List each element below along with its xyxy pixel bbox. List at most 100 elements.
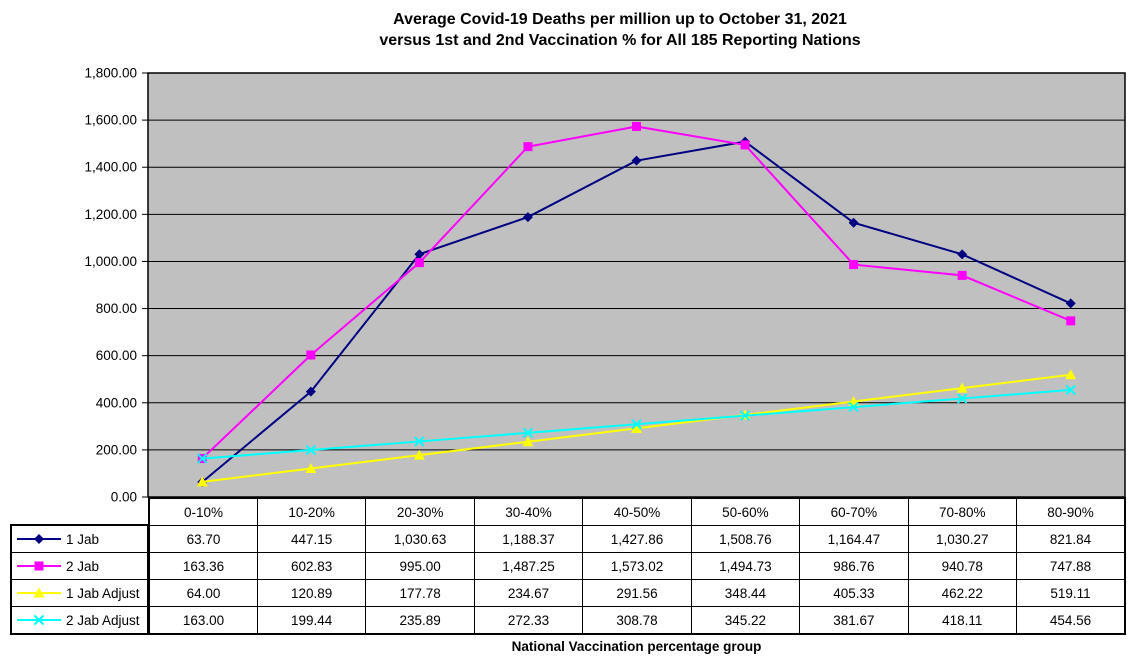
value-cell: 291.56	[582, 579, 692, 607]
x-marker-icon	[956, 393, 968, 404]
value-cell: 177.78	[365, 579, 475, 607]
value-cell: 163.36	[148, 552, 258, 580]
x-marker-icon	[33, 614, 45, 626]
value-cell: 1,164.47	[799, 525, 909, 553]
triangle-marker-icon	[631, 422, 642, 433]
diamond-marker-icon	[414, 249, 425, 260]
plot-area	[148, 73, 1125, 497]
value-cell: 405.33	[799, 579, 909, 607]
value-cell: 462.22	[907, 579, 1018, 607]
triangle-marker-icon	[305, 463, 317, 474]
y-axis-tick-label: 600.00	[96, 348, 137, 363]
category-header-cell: 20-30%	[365, 497, 475, 526]
table-row-1-jab: 63.70 447.15 1,030.63 1,188.37 1,427.86 1,508…	[148, 525, 1126, 553]
legend-row-2-jab-adjust: 2 Jab Adjust	[10, 606, 149, 635]
value-cell: 272.33	[473, 606, 584, 635]
value-cell: 348.44	[690, 579, 801, 607]
category-header-cell: 80-90%	[1016, 497, 1126, 526]
x-marker-icon	[1065, 384, 1076, 396]
series-label: 2 Jab	[66, 558, 100, 574]
value-cell: 418.11	[907, 606, 1018, 635]
square-marker-icon	[523, 142, 533, 152]
y-axis-tick-label: 1,400.00	[84, 160, 137, 175]
value-cell: 120.89	[256, 579, 367, 607]
table-row-2-jab: 163.36 602.83 995.00 1,487.25 1,573.02 1,494.…	[148, 552, 1126, 580]
table-header-row: 0-10% 10-20% 20-30% 30-40% 40-50% 50-60% 60-70…	[148, 497, 1126, 526]
x-marker-icon	[522, 427, 534, 439]
legend-table: 1 Jab 2 Jab 1 Jab Adjust 2 Jab Adjust	[10, 524, 149, 635]
legend-cell: 1 Jab Adjust	[10, 579, 149, 607]
series-label: 1 Jab Adjust	[66, 585, 140, 601]
value-cell: 602.83	[256, 552, 367, 580]
data-table: 0-10% 10-20% 20-30% 30-40% 40-50% 50-60% 60-70…	[148, 497, 1126, 635]
legend-cell: 2 Jab Adjust	[10, 606, 149, 635]
legend-key-1-jab-adjust-icon	[17, 587, 61, 598]
chart-title: Average Covid-19 Deaths per million up t…	[50, 9, 1140, 51]
value-cell: 447.15	[256, 525, 367, 553]
legend-row-1-jab-adjust: 1 Jab Adjust	[10, 579, 149, 607]
y-axis-tick-label: 1,200.00	[84, 207, 137, 222]
value-cell: 1,030.27	[907, 525, 1018, 553]
square-marker-icon	[849, 260, 859, 270]
x-marker-icon	[414, 436, 425, 447]
plot-region: 0.00 200.00 400.00 600.00 800.00 1,000.00 1,20…	[84, 66, 1126, 505]
x-axis-title: National Vaccination percentage group	[511, 639, 762, 654]
value-cell: 308.78	[582, 606, 692, 635]
value-cell: 1,508.76	[690, 525, 801, 553]
value-cell: 235.89	[365, 606, 475, 635]
legend-key-2-jab-adjust-icon	[17, 614, 61, 626]
value-cell: 1,427.86	[582, 525, 692, 553]
category-header-cell: 60-70%	[799, 497, 909, 526]
diamond-marker-icon	[522, 212, 533, 223]
value-cell: 995.00	[365, 552, 475, 580]
category-header-cell: 0-10%	[148, 497, 258, 526]
diamond-marker-icon	[957, 249, 968, 260]
category-header-cell: 30-40%	[473, 497, 584, 526]
value-cell: 821.84	[1016, 525, 1126, 553]
category-header-cell: 50-60%	[690, 497, 801, 526]
legend-key-1-jab-icon	[17, 534, 61, 544]
x-marker-icon	[305, 444, 317, 456]
y-axis-tick-label: 1,800.00	[84, 66, 137, 81]
chart-title-line2: versus 1st and 2nd Vaccination % for All…	[379, 32, 861, 49]
value-cell: 1,573.02	[582, 552, 692, 580]
value-cell: 1,494.73	[690, 552, 801, 580]
diamond-marker-icon	[848, 217, 859, 228]
x-marker-icon	[739, 410, 751, 421]
category-header-cell: 70-80%	[907, 497, 1018, 526]
diamond-marker-icon	[1065, 298, 1076, 309]
square-marker-icon	[957, 270, 967, 280]
y-axis-tick-label: 800.00	[96, 301, 137, 316]
square-marker-icon	[740, 140, 750, 150]
y-axis-tick-label: 1,000.00	[84, 254, 137, 269]
x-marker-icon	[848, 401, 859, 413]
diamond-marker-icon	[631, 155, 642, 166]
y-axis-tick-label: 0.00	[111, 490, 137, 505]
value-cell: 940.78	[907, 552, 1018, 580]
value-cell: 454.56	[1016, 606, 1126, 635]
square-marker-icon	[1066, 316, 1076, 326]
y-axis-tick-label: 400.00	[96, 395, 137, 410]
series-label: 2 Jab Adjust	[66, 612, 140, 628]
value-cell: 986.76	[799, 552, 909, 580]
x-marker-icon	[197, 453, 208, 464]
triangle-marker-icon	[413, 449, 425, 460]
square-marker-icon	[414, 258, 424, 268]
category-header-cell: 40-50%	[582, 497, 692, 526]
y-axis-tick-label: 200.00	[96, 442, 137, 457]
category-header-cell: 10-20%	[256, 497, 367, 526]
triangle-marker-icon	[1065, 369, 1077, 380]
value-cell: 234.67	[473, 579, 584, 607]
table-row-2-jab-adjust: 163.00 199.44 235.89 272.33 308.78 345.22 381.…	[148, 606, 1126, 635]
value-cell: 381.67	[799, 606, 909, 635]
square-marker-icon	[34, 561, 44, 571]
value-cell: 519.11	[1016, 579, 1126, 607]
value-cell: 1,030.63	[365, 525, 475, 553]
series-label: 1 Jab	[66, 531, 100, 547]
triangle-marker-icon	[33, 587, 45, 598]
diamond-marker-icon	[305, 386, 316, 397]
legend-key-2-jab-icon	[17, 561, 61, 571]
value-cell: 163.00	[148, 606, 258, 635]
triangle-marker-icon	[522, 436, 534, 447]
